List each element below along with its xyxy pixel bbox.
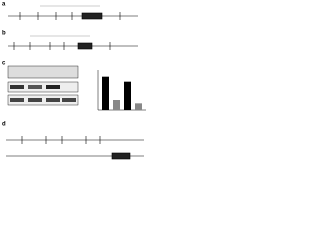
panel-b-diagram bbox=[8, 35, 138, 50]
panel-label: a bbox=[2, 2, 6, 8]
panel-label: b bbox=[2, 31, 6, 37]
western-blot bbox=[7, 65, 79, 106]
bar bbox=[102, 76, 109, 110]
panel-d-diagram bbox=[6, 136, 144, 160]
bar bbox=[113, 100, 120, 110]
panel-label: c bbox=[2, 61, 6, 67]
panel-a-diagram bbox=[8, 5, 138, 20]
figure: a b c d bbox=[2, 2, 146, 160]
bar bbox=[124, 81, 131, 110]
panel-label: d bbox=[2, 122, 6, 128]
bar-chart bbox=[97, 70, 146, 111]
bar bbox=[135, 103, 142, 110]
